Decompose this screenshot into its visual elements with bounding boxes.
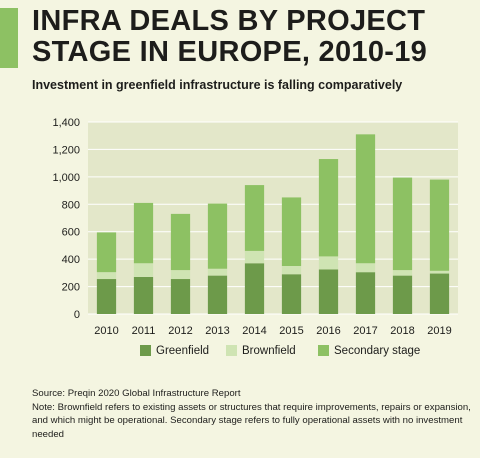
bar-brownfield xyxy=(318,256,339,270)
bar-greenfield xyxy=(318,269,339,314)
bar-secondary-stage xyxy=(96,232,117,273)
bar-greenfield xyxy=(170,279,191,314)
footer: Source: Preqin 2020 Global Infrastructur… xyxy=(32,387,472,441)
legend-swatch xyxy=(226,345,237,356)
bar-greenfield xyxy=(281,274,302,314)
bar-brownfield xyxy=(429,270,450,274)
bars xyxy=(96,134,450,314)
x-tick-label: 2015 xyxy=(279,325,303,337)
x-axis: 2010 2011 2012 2013 2014 2015 2016 2017 2018 2019 xyxy=(94,325,451,337)
legend-label: Greenfield xyxy=(156,345,209,357)
x-tick-label: 2010 xyxy=(94,325,118,337)
y-tick-label: 800 xyxy=(62,199,80,211)
x-tick-label: 2017 xyxy=(353,325,377,337)
bar-secondary-stage xyxy=(133,202,154,264)
bar-secondary-stage xyxy=(244,185,265,251)
bar-greenfield xyxy=(429,273,450,314)
chart-subtitle: Investment in greenfield infrastructure … xyxy=(32,78,403,92)
definition-note: Note: Brownfield refers to existing asse… xyxy=(32,401,471,440)
bar-secondary-stage xyxy=(392,177,413,271)
bar-greenfield xyxy=(244,263,265,314)
chart-title: INFRA DEALS BY PROJECT STAGE IN EUROPE, … xyxy=(32,5,428,68)
y-tick-label: 1,000 xyxy=(52,172,80,184)
source-note: Source: Preqin 2020 Global Infrastructur… xyxy=(32,388,241,399)
x-tick-label: 2019 xyxy=(427,325,451,337)
accent-bar xyxy=(0,8,18,68)
bar-secondary-stage xyxy=(355,134,376,264)
bar-greenfield xyxy=(133,276,154,314)
bar-brownfield xyxy=(281,266,302,275)
bar-brownfield xyxy=(170,270,191,280)
legend-label: Brownfield xyxy=(242,345,296,357)
y-tick-label: 0 xyxy=(74,309,80,321)
x-tick-label: 2014 xyxy=(242,325,266,337)
bar-secondary-stage xyxy=(318,159,339,257)
bar-brownfield xyxy=(133,263,154,277)
x-tick-label: 2018 xyxy=(390,325,414,337)
bar-greenfield xyxy=(392,275,413,314)
legend-label: Secondary stage xyxy=(334,345,420,357)
y-tick-label: 200 xyxy=(62,282,80,294)
x-tick-label: 2011 xyxy=(132,325,156,337)
y-tick-label: 1,200 xyxy=(52,144,80,156)
legend-swatch xyxy=(318,345,329,356)
bar-brownfield xyxy=(207,268,228,276)
legend: Greenfield Brownfield Secondary stage xyxy=(140,345,420,357)
bar-secondary-stage xyxy=(281,197,302,266)
x-tick-label: 2012 xyxy=(168,325,192,337)
x-tick-label: 2016 xyxy=(316,325,340,337)
bar-brownfield xyxy=(392,270,413,276)
bar-secondary-stage xyxy=(170,213,191,271)
legend-swatch xyxy=(140,345,151,356)
bar-greenfield xyxy=(355,272,376,314)
bar-secondary-stage xyxy=(207,203,228,269)
bar-greenfield xyxy=(96,279,117,314)
y-tick-label: 400 xyxy=(62,254,80,266)
bar-brownfield xyxy=(244,250,265,264)
bar-brownfield xyxy=(355,263,376,273)
bar-greenfield xyxy=(207,275,228,314)
y-tick-label: 1,400 xyxy=(52,117,80,129)
y-axis: 0 200 400 600 800 1,000 1,200 1,400 xyxy=(52,117,80,321)
bar-brownfield xyxy=(96,272,117,280)
x-tick-label: 2013 xyxy=(205,325,229,337)
y-tick-label: 600 xyxy=(62,227,80,239)
bar-secondary-stage xyxy=(429,179,450,271)
